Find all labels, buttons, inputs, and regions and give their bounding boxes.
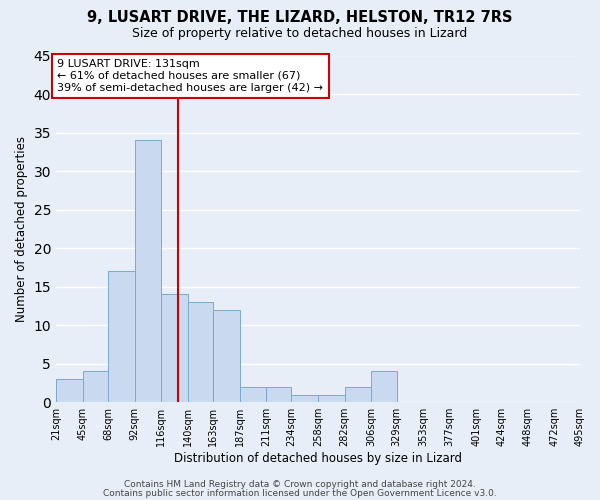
Bar (83, 372, 108, 402)
Bar (266, 387, 292, 402)
Bar (108, 271, 134, 402)
Text: Size of property relative to detached houses in Lizard: Size of property relative to detached ho… (133, 28, 467, 40)
Bar (344, 387, 371, 402)
Bar (292, 394, 318, 402)
Bar (371, 372, 397, 402)
Bar (213, 310, 239, 402)
Text: 9 LUSART DRIVE: 131sqm
← 61% of detached houses are smaller (67)
39% of semi-det: 9 LUSART DRIVE: 131sqm ← 61% of detached… (57, 60, 323, 92)
Bar (56, 379, 83, 402)
Bar (239, 387, 266, 402)
Bar (161, 294, 188, 402)
Y-axis label: Number of detached properties: Number of detached properties (15, 136, 28, 322)
Bar (134, 140, 161, 402)
Text: Contains public sector information licensed under the Open Government Licence v3: Contains public sector information licen… (103, 489, 497, 498)
X-axis label: Distribution of detached houses by size in Lizard: Distribution of detached houses by size … (174, 452, 462, 465)
Text: 9, LUSART DRIVE, THE LIZARD, HELSTON, TR12 7RS: 9, LUSART DRIVE, THE LIZARD, HELSTON, TR… (87, 10, 513, 25)
Text: Contains HM Land Registry data © Crown copyright and database right 2024.: Contains HM Land Registry data © Crown c… (124, 480, 476, 489)
Bar (188, 302, 213, 402)
Bar (318, 394, 344, 402)
